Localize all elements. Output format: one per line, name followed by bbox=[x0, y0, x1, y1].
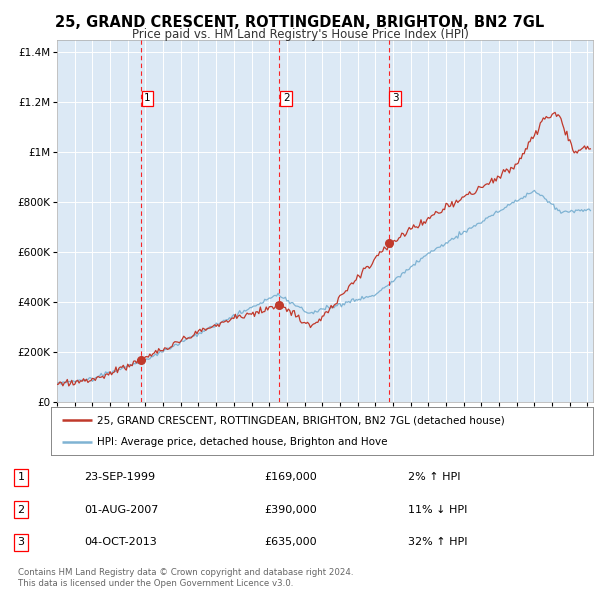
Text: 25, GRAND CRESCENT, ROTTINGDEAN, BRIGHTON, BN2 7GL (detached house): 25, GRAND CRESCENT, ROTTINGDEAN, BRIGHTO… bbox=[97, 415, 505, 425]
Text: 3: 3 bbox=[17, 537, 25, 548]
Text: HPI: Average price, detached house, Brighton and Hove: HPI: Average price, detached house, Brig… bbox=[97, 437, 388, 447]
Text: This data is licensed under the Open Government Licence v3.0.: This data is licensed under the Open Gov… bbox=[18, 579, 293, 588]
Text: 11% ↓ HPI: 11% ↓ HPI bbox=[408, 505, 467, 514]
Text: 2% ↑ HPI: 2% ↑ HPI bbox=[408, 472, 461, 482]
Text: 2: 2 bbox=[17, 505, 25, 514]
Text: £169,000: £169,000 bbox=[264, 472, 317, 482]
Text: Contains HM Land Registry data © Crown copyright and database right 2024.: Contains HM Land Registry data © Crown c… bbox=[18, 568, 353, 576]
Text: 01-AUG-2007: 01-AUG-2007 bbox=[84, 505, 158, 514]
Text: 23-SEP-1999: 23-SEP-1999 bbox=[84, 472, 155, 482]
Text: 3: 3 bbox=[392, 93, 399, 103]
Text: 1: 1 bbox=[17, 472, 25, 482]
Text: 32% ↑ HPI: 32% ↑ HPI bbox=[408, 537, 467, 548]
Text: 25, GRAND CRESCENT, ROTTINGDEAN, BRIGHTON, BN2 7GL: 25, GRAND CRESCENT, ROTTINGDEAN, BRIGHTO… bbox=[55, 15, 545, 30]
Text: 1: 1 bbox=[144, 93, 151, 103]
Text: £390,000: £390,000 bbox=[264, 505, 317, 514]
Text: 04-OCT-2013: 04-OCT-2013 bbox=[84, 537, 157, 548]
Text: Price paid vs. HM Land Registry's House Price Index (HPI): Price paid vs. HM Land Registry's House … bbox=[131, 28, 469, 41]
Text: £635,000: £635,000 bbox=[264, 537, 317, 548]
Text: 2: 2 bbox=[283, 93, 290, 103]
